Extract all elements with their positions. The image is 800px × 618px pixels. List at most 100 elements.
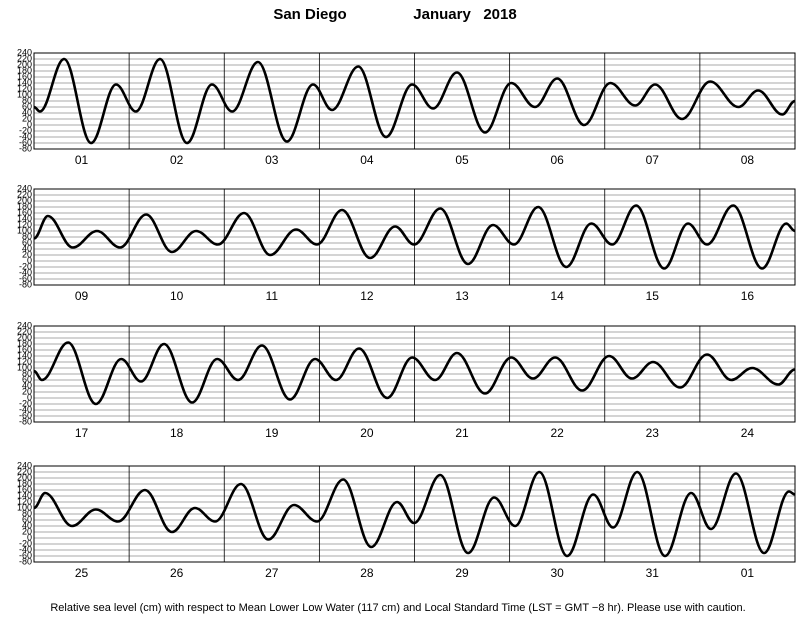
y-tick-label: 140 [17,213,32,223]
y-tick-label: -40 [19,267,32,277]
y-tick-label: 100 [17,89,32,99]
month: January 2018 [413,6,516,23]
y-tick-label: -20 [19,261,32,271]
day-label: 11 [266,289,279,303]
y-tick-label: 20 [22,386,32,396]
y-tick-label: 0 [27,255,32,265]
y-tick-label: 20 [22,113,32,123]
panel-frame [33,465,796,563]
y-tick-label: -60 [19,273,32,283]
day-label: 03 [265,153,279,167]
tide-curve [33,57,796,145]
day-label: 10 [170,289,184,303]
title: San Diego [273,6,346,23]
y-tick-label: -80 [19,143,32,153]
panel-frame [33,188,796,286]
y-tick-label: 100 [17,225,32,235]
y-tick-label: 120 [17,496,32,506]
y-tick-label: 100 [17,362,32,372]
day-label: 30 [551,566,565,580]
footnote: Relative sea level (cm) with respect to … [50,602,745,614]
day-label: 24 [741,426,755,440]
day-label: 12 [360,289,374,303]
y-tick-label: 140 [17,490,32,500]
y-tick-label: 120 [17,356,32,366]
y-tick-label: 20 [22,526,32,536]
y-tick-label: 160 [17,484,32,494]
y-tick-label: 240 [17,183,32,193]
day-label: 22 [551,426,565,440]
y-tick-label: 240 [17,47,32,57]
y-tick-label: -40 [19,544,32,554]
y-tick-label: 200 [17,332,32,342]
tide-curve [33,341,796,406]
day-label: 16 [741,289,755,303]
y-tick-label: 0 [27,119,32,129]
y-tick-label: 100 [17,502,32,512]
day-label: 09 [75,289,89,303]
y-tick-label: 200 [17,195,32,205]
y-tick-label: -60 [19,410,32,420]
day-label: 05 [455,153,469,167]
day-label: 01 [75,153,89,167]
y-tick-label: 20 [22,249,32,259]
day-label: 15 [646,289,660,303]
day-label: 06 [551,153,565,167]
panel-frame [33,325,796,423]
day-label: 19 [265,426,279,440]
day-label: 07 [646,153,660,167]
y-tick-label: 0 [27,392,32,402]
y-tick-label: 60 [22,101,32,111]
day-label: 26 [170,566,184,580]
day-label: 20 [360,426,374,440]
y-tick-label: 180 [17,478,32,488]
y-tick-label: 60 [22,237,32,247]
y-tick-label: 180 [17,338,32,348]
y-tick-label: 80 [22,368,32,378]
y-tick-label: 80 [22,508,32,518]
y-tick-label: 60 [22,514,32,524]
y-tick-label: 0 [27,532,32,542]
y-tick-label: -80 [19,279,32,289]
y-tick-label: 120 [17,219,32,229]
day-label: 02 [170,153,184,167]
y-tick-label: -80 [19,416,32,426]
day-label: 21 [455,426,469,440]
y-tick-label: 180 [17,201,32,211]
y-tick-label: 40 [22,243,32,253]
day-label: 25 [75,566,89,580]
day-label: 14 [551,289,565,303]
y-tick-label: 140 [17,350,32,360]
y-tick-label: 60 [22,374,32,384]
y-tick-label: 80 [22,95,32,105]
y-tick-label: 200 [17,59,32,69]
day-label: 17 [75,426,89,440]
y-tick-label: 40 [22,520,32,530]
day-label: 01 [741,566,755,580]
y-tick-label: 240 [17,320,32,330]
tide-curve [33,204,796,270]
y-tick-label: -20 [19,398,32,408]
y-tick-label: 220 [17,53,32,63]
y-tick-label: -20 [19,538,32,548]
y-tick-label: 40 [22,380,32,390]
y-tick-label: 220 [17,466,32,476]
y-tick-label: 180 [17,65,32,75]
tide-curve [33,470,796,558]
day-label: 13 [455,289,469,303]
y-tick-label: 160 [17,344,32,354]
y-tick-label: 160 [17,71,32,81]
day-label: 27 [265,566,279,580]
y-tick-label: 240 [17,460,32,470]
y-tick-label: 200 [17,472,32,482]
y-tick-label: 40 [22,107,32,117]
day-label: 31 [646,566,660,580]
y-tick-label: 160 [17,207,32,217]
y-tick-label: 220 [17,189,32,199]
y-tick-label: 220 [17,326,32,336]
y-tick-label: 140 [17,77,32,87]
day-label: 23 [646,426,660,440]
day-label: 28 [360,566,374,580]
